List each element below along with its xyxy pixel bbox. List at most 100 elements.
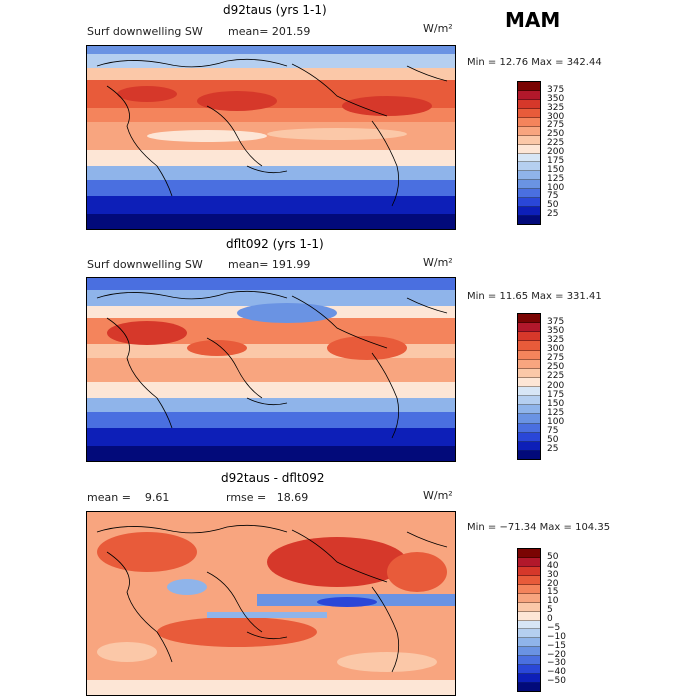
- colorbar-label: 25: [547, 443, 559, 454]
- colorbar-swatch: [518, 549, 540, 558]
- colorbar-label: 5: [547, 605, 553, 616]
- panel1-map: [86, 45, 456, 230]
- panel2-map: [86, 277, 456, 462]
- colorbar-label: −20: [547, 649, 566, 660]
- colorbar-swatch: [518, 432, 540, 442]
- colorbar-swatch: [518, 189, 540, 199]
- colorbar-label: 25: [547, 209, 559, 220]
- panel3-colorbar-labels: 50 40 30 20 15 10 5 0 −5 −10 −15 −20 −30 −40 −50: [547, 548, 587, 690]
- panel1-units: W/m²: [423, 22, 453, 35]
- colorbar-swatch: [518, 108, 540, 118]
- colorbar-label: 0: [547, 614, 553, 624]
- colorbar-label: −40: [547, 667, 566, 678]
- colorbar-label: 75: [547, 191, 559, 202]
- panel2-title: dflt092 (yrs 1-1): [226, 237, 324, 251]
- colorbar-swatch: [518, 135, 540, 145]
- panel3-colorbar: [517, 548, 541, 692]
- colorbar-swatch: [518, 387, 540, 397]
- panel2-colorbar: [517, 313, 541, 460]
- colorbar-label: 10: [547, 596, 559, 607]
- colorbar-label: 30: [547, 569, 559, 580]
- colorbar-swatch: [518, 359, 540, 369]
- colorbar-swatch: [518, 647, 540, 657]
- panel3-units: W/m²: [423, 489, 453, 502]
- panel1-title: d92taus (yrs 1-1): [223, 3, 327, 17]
- colorbar-label: 75: [547, 425, 559, 436]
- colorbar-swatch: [518, 656, 540, 666]
- panel2-mean: mean= 191.99: [228, 258, 311, 271]
- colorbar-label: 50: [547, 551, 559, 562]
- colorbar-swatch: [518, 575, 540, 585]
- colorbar-swatch: [518, 314, 540, 324]
- panel3-mean: mean = 9.61: [87, 491, 170, 504]
- colorbar-label: 225: [547, 138, 565, 149]
- colorbar-label: 250: [547, 362, 565, 373]
- colorbar-swatch: [518, 99, 540, 109]
- colorbar-swatch: [518, 611, 540, 621]
- colorbar-swatch: [518, 341, 540, 351]
- colorbar-label: 275: [547, 353, 565, 364]
- colorbar-swatch: [518, 557, 540, 567]
- colorbar-label: 275: [547, 120, 565, 131]
- colorbar-label: 200: [547, 380, 565, 391]
- colorbar-swatch: [518, 90, 540, 100]
- colorbar-label: −15: [547, 640, 566, 651]
- colorbar-swatch: [518, 674, 540, 684]
- panel3-map-svg: [87, 512, 455, 695]
- panel3-rmse: rmse = 18.69: [226, 491, 309, 504]
- panel3-minmax: Min = −71.34 Max = 104.35: [467, 522, 611, 533]
- colorbar-label: 175: [547, 155, 565, 166]
- panel2-map-svg: [87, 278, 455, 461]
- panel1-colorbar: [517, 81, 541, 225]
- colorbar-swatch: [518, 126, 540, 136]
- colorbar-swatch: [518, 665, 540, 675]
- colorbar-swatch: [518, 638, 540, 648]
- colorbar-swatch: [518, 323, 540, 333]
- colorbar-label: 100: [547, 182, 565, 193]
- colorbar-swatch: [518, 584, 540, 594]
- colorbar-label: 300: [547, 344, 565, 355]
- colorbar-swatch: [518, 593, 540, 603]
- colorbar-swatch: [518, 144, 540, 154]
- colorbar-label: 225: [547, 371, 565, 382]
- panel1-minmax: Min = 12.76 Max = 342.44: [467, 57, 602, 68]
- colorbar-label: 150: [547, 164, 565, 175]
- colorbar-label: 375: [547, 317, 565, 328]
- colorbar-label: −5: [547, 622, 561, 633]
- colorbar-swatch: [518, 117, 540, 127]
- colorbar-swatch: [518, 441, 540, 451]
- colorbar-swatch: [518, 216, 540, 224]
- colorbar-swatch: [518, 198, 540, 208]
- colorbar-label: 300: [547, 111, 565, 122]
- colorbar-swatch: [518, 566, 540, 576]
- panel1-subtitle: Surf downwelling SW: [87, 25, 203, 38]
- colorbar-label: 125: [547, 173, 565, 184]
- colorbar-label: −30: [547, 658, 566, 669]
- colorbar-label: 375: [547, 84, 565, 95]
- colorbar-label: 325: [547, 102, 565, 113]
- colorbar-label: 250: [547, 129, 565, 140]
- colorbar-label: 100: [547, 416, 565, 427]
- colorbar-swatch: [518, 350, 540, 360]
- colorbar-swatch: [518, 396, 540, 406]
- colorbar-swatch: [518, 180, 540, 190]
- colorbar-label: 175: [547, 389, 565, 400]
- panel3-title: d92taus - dflt092: [221, 471, 325, 485]
- colorbar-label: −10: [547, 631, 566, 642]
- colorbar-label: −50: [547, 676, 566, 687]
- colorbar-swatch: [518, 405, 540, 415]
- colorbar-swatch: [518, 414, 540, 424]
- colorbar-swatch: [518, 377, 540, 387]
- season-label: MAM: [505, 8, 561, 32]
- colorbar-label: 50: [547, 434, 559, 445]
- colorbar-label: 150: [547, 398, 565, 409]
- colorbar-label: 325: [547, 335, 565, 346]
- colorbar-swatch: [518, 153, 540, 163]
- colorbar-swatch: [518, 207, 540, 217]
- colorbar-swatch: [518, 602, 540, 612]
- colorbar-swatch: [518, 683, 540, 691]
- colorbar-label: 200: [547, 147, 565, 157]
- panel3-map: [86, 511, 456, 696]
- colorbar-swatch: [518, 423, 540, 433]
- colorbar-swatch: [518, 620, 540, 630]
